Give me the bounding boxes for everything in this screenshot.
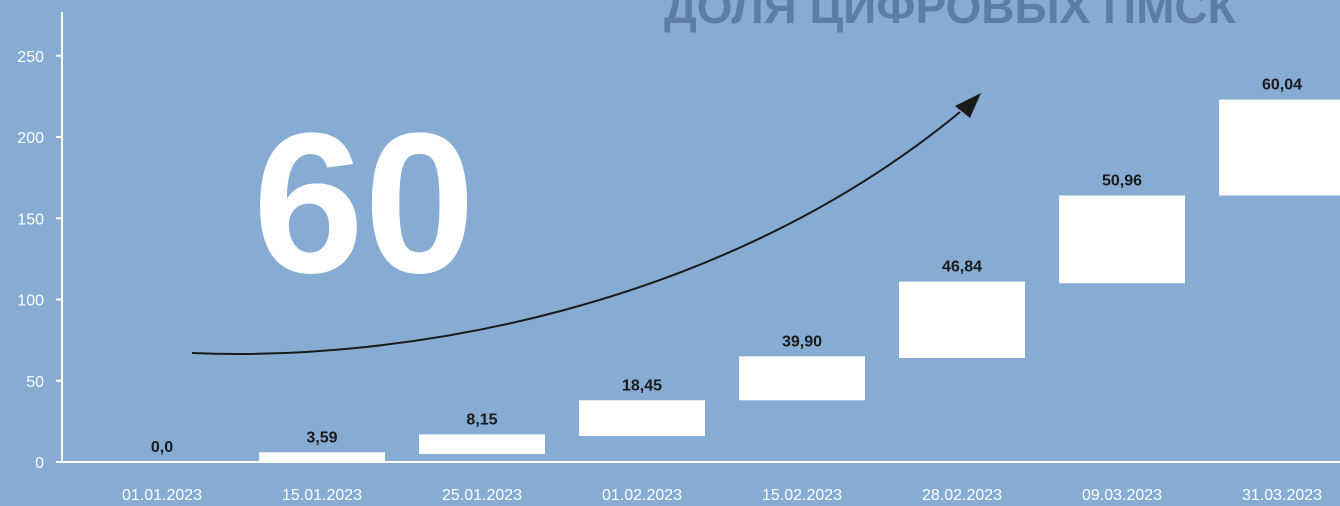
x-tick-label: 31.03.2023 (1242, 487, 1322, 504)
x-tick-label: 25.01.2023 (442, 487, 522, 504)
data-label: 3,59 (306, 429, 337, 446)
x-tick-label: 09.03.2023 (1082, 487, 1162, 504)
x-tick-label: 01.02.2023 (602, 487, 682, 504)
bar (419, 434, 545, 454)
x-tick-label: 15.02.2023 (762, 487, 842, 504)
x-tick-labels: 01.01.2023 15.01.2023 25.01.2023 01.02.2023… (122, 487, 1322, 504)
bar (1059, 195, 1185, 284)
data-label: 39,90 (782, 333, 822, 350)
highlight-number: 60 (253, 92, 475, 315)
x-tick-label: 01.01.2023 (122, 487, 202, 504)
data-label: 0,0 (151, 439, 173, 456)
bar (899, 281, 1025, 358)
data-label: 60,04 (1262, 77, 1302, 94)
y-tick-label: 250 (17, 49, 44, 66)
bar (259, 452, 385, 462)
bar (739, 356, 865, 401)
y-tick-label: 0 (35, 455, 44, 472)
bars (259, 99, 1340, 462)
data-labels: 0,0 3,59 8,15 18,45 39,90 46,84 50,96 60,04 (151, 77, 1302, 456)
bar (1219, 99, 1340, 196)
y-tick-label: 200 (17, 130, 44, 147)
growth-arrow (191, 111, 961, 355)
data-label: 46,84 (942, 259, 982, 276)
data-label: 50,96 (1102, 173, 1142, 190)
x-tick-label: 15.01.2023 (282, 487, 362, 504)
y-tick-label: 50 (26, 374, 44, 391)
y-tick-labels: 0 50 100 150 200 250 (17, 49, 62, 472)
chart-title: ДОЛЯ ЦИФРОВЫХ ПМСК (664, 0, 1237, 33)
y-tick-label: 150 (17, 211, 44, 228)
arrow-head-icon (955, 93, 981, 118)
bar (579, 400, 705, 436)
data-label: 8,15 (466, 411, 497, 428)
data-label: 18,45 (622, 377, 662, 394)
y-tick-label: 100 (17, 293, 44, 310)
x-tick-label: 28.02.2023 (922, 487, 1002, 504)
